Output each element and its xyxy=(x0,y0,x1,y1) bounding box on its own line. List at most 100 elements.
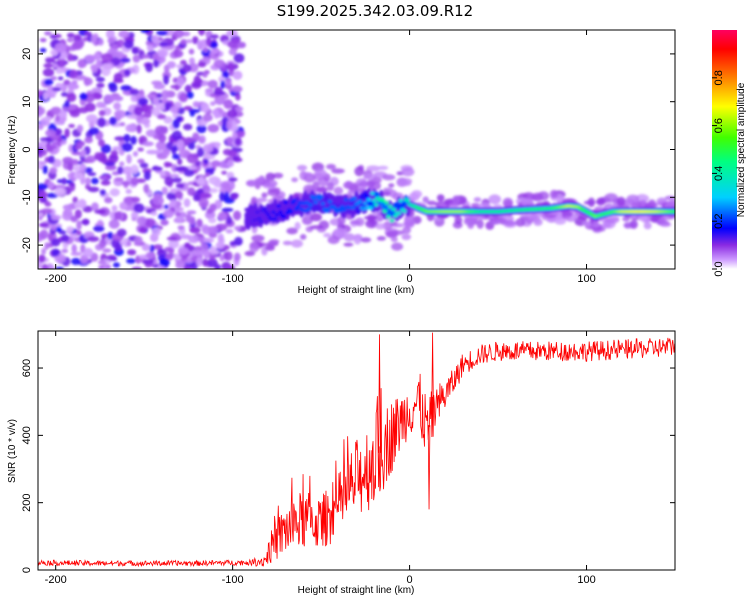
ridge-mark xyxy=(391,207,397,212)
noise-blob xyxy=(179,92,188,103)
ridge-mark xyxy=(274,213,280,217)
noise-blob xyxy=(202,47,209,53)
noise-blob xyxy=(74,145,83,150)
noise-blob xyxy=(79,163,87,173)
noise-blob xyxy=(41,208,53,214)
ridge-mark xyxy=(401,209,407,213)
noise-blob xyxy=(42,116,53,121)
noise-blob xyxy=(236,41,246,49)
ridge-halo xyxy=(490,220,502,225)
noise-blob xyxy=(189,216,196,226)
noise-blob xyxy=(63,79,71,86)
noise-blob xyxy=(210,34,219,39)
noise-blob xyxy=(192,36,199,45)
noise-blob xyxy=(186,210,197,215)
noise-blob xyxy=(127,249,137,256)
y-tick-label: -10 xyxy=(21,189,33,205)
noise-blob xyxy=(210,41,218,49)
ridge-halo xyxy=(650,216,659,223)
noise-blob xyxy=(55,226,62,232)
noise-blob xyxy=(66,53,74,62)
ridge-halo xyxy=(392,223,404,228)
noise-blob xyxy=(166,236,178,241)
ridge-halo xyxy=(436,194,445,202)
snr-y-axis: 0 200 400 600 xyxy=(21,359,675,573)
noise-blob xyxy=(39,38,47,43)
noise-blob xyxy=(86,114,98,123)
noise-blob xyxy=(145,129,157,137)
noise-blob xyxy=(38,106,46,116)
colorbar-tick-label: 0.2 xyxy=(713,214,725,229)
noise-blob xyxy=(64,99,70,108)
ridge-halo xyxy=(626,194,640,203)
noise-blob xyxy=(43,91,49,101)
x-tick-label: -100 xyxy=(222,273,244,285)
noise-blob xyxy=(196,188,206,193)
ridge-mark xyxy=(355,207,361,215)
noise-blob xyxy=(38,191,48,198)
ridge-mark xyxy=(366,197,372,202)
noise-blob xyxy=(141,54,151,59)
noise-blob xyxy=(196,124,207,134)
noise-blob xyxy=(50,106,62,115)
ridge-mark xyxy=(304,200,310,205)
noise-blob xyxy=(196,256,203,267)
noise-blob xyxy=(163,204,169,210)
noise-blob xyxy=(66,32,75,38)
noise-blob xyxy=(107,37,115,44)
noise-blob xyxy=(132,54,141,63)
noise-blob xyxy=(175,116,183,123)
colorbar-label: Normalized spectral amplitude xyxy=(736,82,747,217)
ridge-halo xyxy=(401,167,415,177)
ridge-mark xyxy=(347,205,352,210)
ridge-mark xyxy=(672,210,675,213)
ridge-halo xyxy=(327,182,334,192)
noise-blob xyxy=(202,113,213,122)
noise-blob xyxy=(233,210,242,221)
noise-blob xyxy=(119,122,126,127)
noise-blob xyxy=(97,219,104,226)
noise-blob xyxy=(158,49,167,58)
ridge-halo xyxy=(365,219,378,229)
noise-blob xyxy=(223,251,233,261)
noise-blob xyxy=(230,120,237,130)
noise-blob xyxy=(114,243,123,252)
noise-blob xyxy=(90,177,99,185)
noise-blob xyxy=(73,165,82,172)
ridge-halo xyxy=(264,179,278,188)
noise-blob xyxy=(50,76,58,81)
noise-blob xyxy=(134,236,143,245)
noise-blob xyxy=(152,97,159,105)
noise-blob xyxy=(94,209,107,215)
ridge-mark xyxy=(272,217,278,221)
noise-blob xyxy=(169,173,180,178)
noise-blob xyxy=(155,141,167,151)
noise-blob xyxy=(151,227,161,237)
noise-blob xyxy=(77,60,86,69)
ridge-halo xyxy=(659,222,672,227)
noise-blob xyxy=(222,148,233,156)
y-tick-label: 0 xyxy=(21,567,33,573)
noise-blob xyxy=(114,50,125,59)
ridge-mark xyxy=(364,206,370,210)
noise-blob xyxy=(62,156,74,164)
noise-blob xyxy=(73,171,84,180)
noise-blob xyxy=(42,165,48,175)
noise-blob xyxy=(107,231,114,240)
noise-blob xyxy=(126,154,132,164)
noise-blob xyxy=(152,196,165,206)
noise-blob xyxy=(183,169,195,177)
x-tick-label: -200 xyxy=(45,574,67,586)
noise-blob xyxy=(146,149,158,155)
ridge-halo xyxy=(267,189,280,196)
noise-blob xyxy=(183,105,193,111)
noise-blob xyxy=(98,265,104,269)
ridge-halo xyxy=(454,216,463,225)
noise-blob xyxy=(113,102,121,110)
noise-blob xyxy=(40,196,48,203)
noise-blob xyxy=(61,234,70,242)
ridge-halo xyxy=(249,242,260,253)
noise-blob xyxy=(120,57,131,63)
noise-blob xyxy=(150,211,158,216)
